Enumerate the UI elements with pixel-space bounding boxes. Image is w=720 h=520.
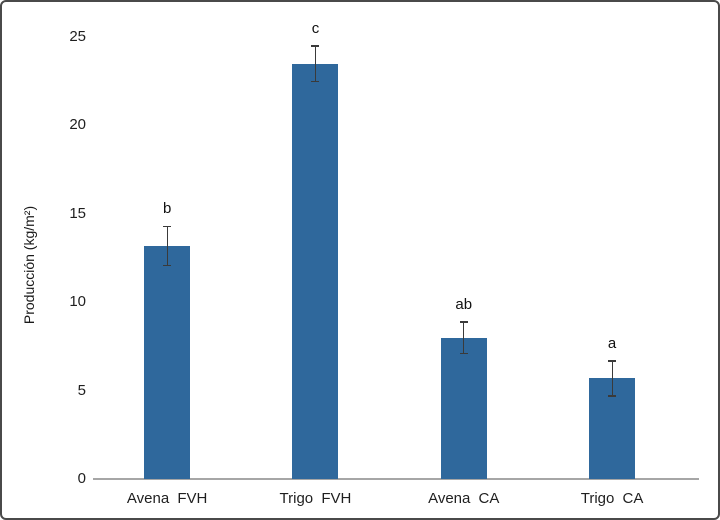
y-tick-label: 25 [69, 28, 86, 45]
y-tick-label: 5 [77, 381, 86, 399]
error-bar-cap-bottom [608, 395, 617, 397]
error-bar-line [166, 226, 168, 266]
error-bar-cap-top [459, 321, 468, 323]
error-bar-line [611, 360, 613, 396]
bar [292, 63, 339, 479]
x-category-label: Trigo FVH [279, 490, 352, 507]
significance-letter: a [607, 334, 617, 352]
error-bar-cap-bottom [311, 80, 320, 83]
y-tick-label: 10 [69, 293, 86, 311]
error-bar-cap-top [608, 360, 617, 362]
error-bar-cap-bottom [163, 264, 172, 267]
error-bar-cap-bottom [459, 352, 468, 355]
error-bar-cap-top [311, 45, 320, 47]
significance-letter: c [311, 19, 320, 37]
significance-letter: b [162, 200, 172, 218]
error-bar-line [314, 45, 316, 82]
error-bar-line [463, 321, 465, 354]
x-category-label: Avena CA [428, 490, 500, 507]
y-axis-title: Producción (kg/m²) [21, 205, 37, 325]
significance-letter: ab [455, 295, 473, 313]
error-bar-cap-top [163, 225, 172, 228]
bar [144, 245, 191, 479]
x-category-label: Avena FVH [126, 490, 208, 507]
bar [440, 337, 487, 479]
x-axis-line [93, 478, 699, 480]
y-tick-label: 0 [77, 470, 86, 487]
x-category-label: Trigo CA [580, 490, 644, 507]
y-tick-label: 20 [69, 116, 86, 134]
y-tick-label: 15 [69, 204, 86, 222]
